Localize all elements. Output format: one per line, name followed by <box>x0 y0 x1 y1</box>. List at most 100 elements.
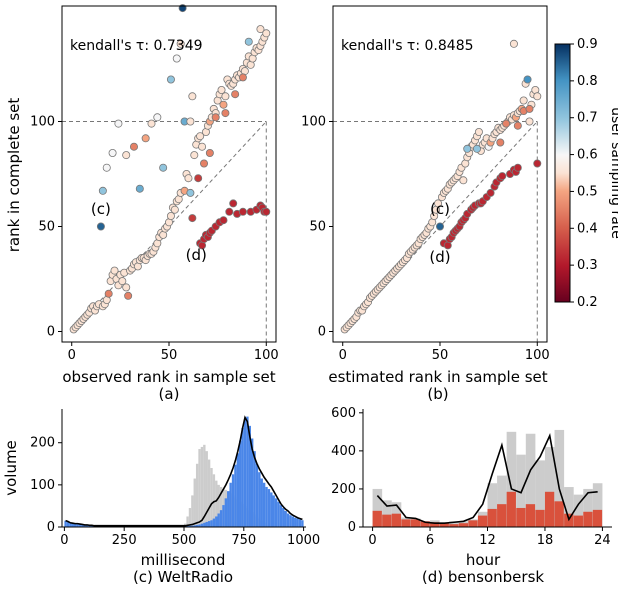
bar <box>270 492 273 527</box>
data-point <box>435 222 444 231</box>
bar <box>274 498 278 527</box>
colorbar-tick-label: 0.3 <box>577 258 598 273</box>
grey-bar <box>564 487 574 527</box>
bar <box>217 513 220 527</box>
bar <box>294 517 297 527</box>
y-tick-label: 400 <box>331 444 356 459</box>
x-tick-label: 500 <box>172 533 197 548</box>
bar <box>236 453 240 527</box>
colorbar-tick-label: 0.7 <box>577 111 598 126</box>
grey-bar <box>554 429 565 527</box>
data-point <box>262 207 271 216</box>
grey-bar <box>205 451 208 527</box>
data-point <box>135 184 144 193</box>
grey-bar <box>191 495 194 527</box>
data-point <box>523 75 532 84</box>
grey-bar <box>219 486 223 527</box>
data-point <box>198 142 207 151</box>
bar <box>210 520 213 527</box>
data-point <box>217 86 226 95</box>
bar <box>198 524 201 527</box>
colorbar: 0.9 0.8 0.7 0.6 0.5 0.4 0.3 0.2 user sampling r… <box>554 37 618 310</box>
x-tick-label: 1000 <box>287 533 320 548</box>
panel-c-histogram: 0 250 500 750 1000 0 100 200 millisecond (c) We… <box>2 409 320 586</box>
panel-a-xlabel: observed rank in sample set <box>62 368 275 386</box>
series-line <box>65 415 303 527</box>
bar <box>477 515 488 527</box>
data-point <box>110 266 119 275</box>
data-point <box>238 73 247 82</box>
data-point <box>459 176 468 185</box>
bar <box>71 523 74 527</box>
x-tick-label: 18 <box>537 533 554 548</box>
data-point <box>196 132 205 141</box>
colorbar-tick-label: 0.2 <box>577 295 598 310</box>
panel-b-marks: (c) (d) 0 50 100 0 50 100 <box>301 39 550 363</box>
x-tick-label: 0 <box>68 348 76 363</box>
bar <box>544 491 555 527</box>
data-point <box>472 144 481 153</box>
bar <box>439 523 449 527</box>
data-point <box>200 159 209 168</box>
data-point <box>533 159 542 168</box>
bar <box>231 474 235 527</box>
data-point <box>122 283 131 292</box>
bar <box>227 491 230 527</box>
data-point <box>221 109 230 118</box>
x-tick-label: 750 <box>231 533 256 548</box>
panel-c-marks: 0 250 500 750 1000 0 100 200 <box>30 409 320 548</box>
grey-bar <box>497 475 507 527</box>
grey-bar <box>195 463 199 527</box>
data-point <box>219 216 228 225</box>
panel-a-ylabel: rank in complete set <box>5 98 23 253</box>
panel-b-tau: kendall's τ: 0.8485 <box>341 38 474 54</box>
bar <box>88 525 91 527</box>
panel-a-scatter: (c) (d) 0 50 100 0 50 100 kendall's τ: 0.7349 o… <box>5 4 279 403</box>
data-point <box>118 277 127 286</box>
bar <box>188 525 192 527</box>
colorbar-gradient <box>554 43 571 303</box>
x-tick-label: 50 <box>432 348 449 363</box>
data-point <box>166 75 175 84</box>
data-point <box>96 222 105 231</box>
bar <box>583 511 593 527</box>
bar <box>592 509 603 527</box>
bar <box>215 516 218 527</box>
data-point <box>102 163 111 172</box>
colorbar-tick-label: 0.5 <box>577 184 598 199</box>
bar <box>222 505 225 527</box>
bar <box>203 522 206 527</box>
x-tick-label: 250 <box>112 533 137 548</box>
marker-label: (c) <box>91 200 111 218</box>
bar <box>69 522 72 527</box>
data-point <box>159 163 168 172</box>
data-point <box>211 113 220 122</box>
bar <box>76 523 79 527</box>
grey-bar <box>573 494 584 527</box>
bar <box>487 508 497 527</box>
data-point <box>114 119 123 128</box>
bar <box>573 515 583 527</box>
bar <box>258 472 261 527</box>
data-point <box>231 90 240 99</box>
bar <box>554 501 564 527</box>
panel-b-caption: (b) <box>427 385 448 403</box>
grey-bar <box>592 483 603 527</box>
bar <box>64 520 67 527</box>
x-tick-label: 100 <box>254 348 279 363</box>
y-tick-label: 100 <box>30 478 55 493</box>
grey-bar <box>210 468 213 527</box>
data-point <box>166 211 175 220</box>
bar <box>410 519 421 527</box>
x-tick-label: 12 <box>479 533 496 548</box>
bar <box>78 524 82 527</box>
data-point <box>221 92 230 101</box>
grey-bar <box>535 460 545 527</box>
bar <box>301 520 304 527</box>
grey-bar <box>212 474 216 527</box>
x-tick-label: 0 <box>339 348 347 363</box>
colorbar-tick-label: 0.6 <box>577 148 598 163</box>
data-point <box>98 186 107 195</box>
data-point <box>184 174 193 183</box>
